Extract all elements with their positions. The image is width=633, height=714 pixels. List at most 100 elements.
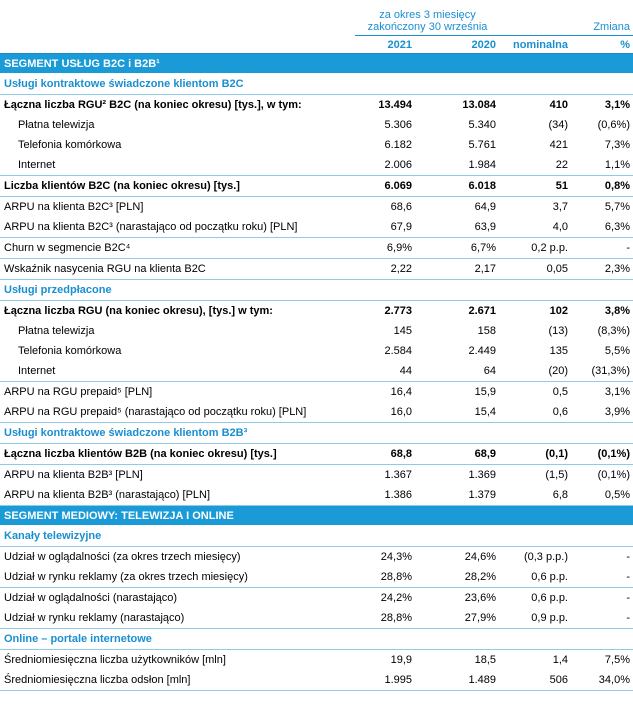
period-line: zakończony 30 września [367,21,488,33]
row-label: ARPU na klienta B2C³ (narastająco od poc… [0,217,355,238]
group-row: Online – portale internetowe [0,628,633,650]
value-cell: - [626,551,630,563]
row-label: Udział w rynku reklamy (narastająco) [0,608,355,629]
row-label: Średniomiesięczna liczba odsłon [mln] [0,670,355,691]
data-row: Telefonia komórkowa 6.182 5.761 421 7,3% [0,135,633,155]
column-header: 2020 [415,35,499,54]
data-row: ARPU na klienta B2B³ [PLN] 1.367 1.369 (1,5… [0,465,633,486]
value-cell: 1.379 [415,485,499,506]
value-cell: 5.340 [468,119,496,131]
value-cell: - [571,567,633,588]
value-cell: 2.584 [384,345,412,357]
row-label: Churn w segmencie B2C⁴ [0,237,355,259]
value-cell: (0,1%) [571,443,633,465]
group-title: Kanały telewizyjne [0,525,633,547]
row-label: Łączna liczba klientów B2B (na koniec ok… [0,443,355,465]
value-cell: 24,3% [380,551,412,563]
value-cell: 15,4 [415,402,499,423]
value-cell: 16,0 [355,402,415,423]
group-title: Usługi przedpłacone [0,279,633,301]
value-cell: (0,1) [499,443,571,465]
value-cell: 13.494 [378,99,412,111]
value-cell: 6,9% [355,237,415,259]
row-label: Łączna liczba RGU² B2C (na koniec okresu… [4,99,302,111]
data-row: Internet 2.006 1.984 22 1,1% [0,155,633,176]
value-cell: 1,4 [552,654,568,666]
row-label: Internet [0,361,355,382]
data-row: Płatna telewizja 145 158 (13) (8,3%) [0,321,633,341]
group-title: Usługi kontraktowe świadczone klientom B… [0,422,633,444]
group-row: Usługi przedpłacone [0,279,633,301]
value-cell: 0,5% [571,485,633,506]
value-cell: 6.069 [355,175,415,197]
value-cell: 5,7% [604,201,630,213]
data-row: Płatna telewizja 5.306 5.340 (34) (0,6%) [0,115,633,135]
row-label: Łączna liczba RGU (na koniec okresu), [t… [4,305,273,317]
value-cell: 7,5% [604,654,630,666]
value-cell: (20) [499,361,571,382]
value-cell: (34) [548,119,568,131]
data-row: ARPU na RGU prepaid⁵ (narastająco od poc… [0,402,633,423]
value-cell: 3,9% [571,402,633,423]
value-cell: 102 [549,305,568,317]
value-cell: 68,8 [355,443,415,465]
value-cell: (31,3%) [571,361,633,382]
value-cell: 24,2% [380,592,412,604]
column-header-row: 2021 2020 nominalna % [0,35,633,54]
value-cell: 1.995 [355,670,415,691]
value-cell: 2,22 [355,258,415,280]
data-row: Udział w oglądalności (narastająco) 24,2%… [0,588,633,609]
row-label: ARPU na klienta B2B³ (narastająco) [PLN] [0,485,355,506]
data-row: Telefonia komórkowa 2.584 2.449 135 5,5% [0,341,633,361]
value-cell: 5.761 [468,139,496,151]
column-header: 2021 [355,35,415,54]
value-cell: 6,3% [571,217,633,238]
value-cell: (1,5) [545,469,568,481]
data-row: Liczba klientów B2C (na koniec okresu) [… [0,175,633,197]
value-cell: - [571,608,633,629]
value-cell: 0,9 p.p. [499,608,571,629]
row-label: Telefonia komórkowa [18,139,122,151]
value-cell: (8,3%) [597,325,630,337]
row-label: ARPU na RGU prepaid⁵ [PLN] [4,386,153,398]
value-cell: (0,3 p.p.) [523,551,568,563]
row-label: Udział w oglądalności (narastająco) [4,592,178,604]
value-cell: 22 [499,155,571,176]
value-cell: 1.369 [468,469,496,481]
section-title: SEGMENT USŁUG B2C i B2B¹ [0,53,633,74]
value-cell: (0,1%) [597,469,630,481]
row-label: Udział w rynku reklamy (za okres trzech … [0,567,355,588]
row-label: ARPU na klienta B2B³ [PLN] [4,469,143,481]
value-cell: 28,8% [355,608,415,629]
value-cell: 0,6 p.p. [499,567,571,588]
data-row: ARPU na klienta B2B³ (narastająco) [PLN]… [0,485,633,506]
value-cell: 16,4 [390,386,412,398]
value-cell: 0,8% [571,175,633,197]
value-cell: 19,9 [390,654,412,666]
data-row: ARPU na klienta B2C³ (narastająco od poc… [0,217,633,238]
data-row: Średniomiesięczna liczba odsłon [mln] 1.9… [0,670,633,691]
header-row: za okres 3 miesięcy zakończony 30 wrześni… [0,0,633,36]
value-cell: 63,9 [415,217,499,238]
column-header: nominalna [499,35,571,54]
group-row: Kanały telewizyjne [0,525,633,547]
value-cell: 0,6 [499,402,571,423]
value-cell: 2.773 [384,305,412,317]
value-cell: 1.984 [415,155,499,176]
row-label: Płatna telewizja [18,325,95,337]
row-label: ARPU na klienta B2C³ [PLN] [4,201,144,213]
value-cell: 3,1% [604,99,630,111]
data-row: Łączna liczba RGU (na koniec okresu), [t… [0,301,633,322]
value-cell: 68,9 [415,443,499,465]
value-cell: 158 [477,325,496,337]
data-row: Udział w oglądalności (za okres trzech m… [0,547,633,568]
value-cell: 7,3% [604,139,630,151]
value-cell: 44 [355,361,415,382]
data-row: Udział w rynku reklamy (narastająco) 28,8… [0,608,633,629]
row-label: Płatna telewizja [18,119,95,131]
value-cell: 410 [549,99,568,111]
value-cell: 6.182 [384,139,412,151]
data-row: ARPU na RGU prepaid⁵ [PLN] 16,4 15,9 0,5 3,1… [0,382,633,403]
value-cell: 67,9 [355,217,415,238]
